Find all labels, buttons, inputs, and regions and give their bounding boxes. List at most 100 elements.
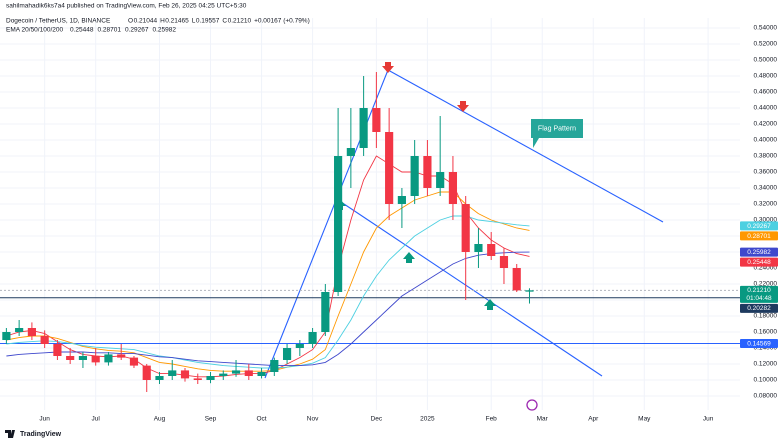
y-tick-label: 0.50000 [754, 57, 778, 64]
price-tag [740, 285, 778, 303]
candle-body [321, 292, 330, 332]
x-tick-label: 2025 [420, 416, 435, 423]
price-tag-label: 0.25982 [747, 249, 771, 256]
x-tick-label: Aug [154, 416, 166, 423]
price-tag-label: 0.28701 [747, 233, 771, 240]
candle-body [104, 354, 113, 363]
candle-body [487, 244, 496, 256]
ema-line [6, 251, 530, 367]
flag-upper-line [387, 69, 664, 223]
y-tick-label: 0.36000 [754, 169, 778, 176]
ema-line [6, 215, 530, 369]
flag-lower-line [337, 199, 603, 377]
down-arrow [382, 62, 394, 73]
x-tick-label: Dec [371, 416, 383, 423]
x-tick-label: Jun [39, 416, 50, 423]
y-tick-label: 0.46000 [754, 89, 778, 96]
price-tag-label: 0.20282 [747, 305, 771, 312]
ohlc-value: 0.19557 [196, 18, 220, 25]
ema-legend-value: 0.28701 [98, 27, 122, 34]
indicator: EMA 20/50/100/200 [6, 27, 63, 34]
publisher: sahilmahadik6ks7a4 published on TradingV… [6, 3, 247, 10]
candle-body [2, 332, 11, 340]
y-tick-label: 0.54000 [754, 25, 778, 32]
x-tick-label: May [638, 416, 651, 423]
y-tick-label: 0.30000 [754, 217, 778, 224]
y-tick-label: 0.44000 [754, 105, 778, 112]
brand: TradingView [20, 431, 62, 438]
price-tag [740, 303, 778, 313]
callout-text: Flag Pattern [538, 125, 576, 132]
y-tick-label: 0.22000 [754, 281, 778, 288]
y-tick-label: 0.52000 [754, 41, 778, 48]
ohlc-key: L [192, 18, 196, 25]
price-tag [740, 257, 778, 267]
price-tag [740, 231, 778, 241]
ohlc-value: 0.21465 [165, 18, 189, 25]
candle-body [512, 268, 521, 291]
candle-body [308, 332, 317, 344]
candle-body [155, 376, 164, 380]
x-tick-label: Oct [256, 416, 266, 423]
candle-body [385, 132, 394, 204]
candle-body [66, 356, 75, 360]
y-tick-label: 0.14000 [754, 345, 778, 352]
ema-legend-value: 0.29267 [125, 27, 149, 34]
grid [0, 18, 740, 410]
candle-body [525, 290, 534, 292]
x-tick-label: Feb [486, 416, 498, 423]
ohlc-key: H [160, 18, 165, 25]
x-tick-label: Jul [92, 416, 101, 423]
candle-body [295, 344, 304, 348]
candle-body [474, 244, 483, 252]
brand-logo [5, 430, 15, 438]
price-tag-label: 0.29267 [747, 223, 771, 230]
x-tick-label: Mar [537, 416, 549, 423]
price-tag-label: 0.14569 [747, 340, 771, 347]
candle-body [372, 108, 381, 132]
callout: Flag Pattern [531, 119, 583, 148]
candle-body [359, 108, 368, 148]
candle-body [142, 365, 151, 380]
down-arrow [457, 101, 469, 112]
candle-body [448, 172, 458, 204]
candle-body [436, 172, 445, 188]
y-tick-label: 0.34000 [754, 185, 778, 192]
x-tick-label: Nov [307, 416, 319, 423]
candle-body [410, 156, 419, 196]
price-tag [740, 338, 778, 348]
candle-body [282, 348, 292, 360]
event-icon [526, 399, 538, 411]
y-tick-label: 0.48000 [754, 73, 778, 80]
ema-legend-value: 0.25982 [153, 27, 177, 34]
callout-box [531, 119, 583, 148]
y-tick-label: 0.32000 [754, 201, 778, 208]
y-tick-label: 0.38000 [754, 153, 778, 160]
candle-body [129, 357, 139, 366]
y-tick-label: 0.10000 [754, 377, 778, 384]
candle-body [423, 156, 432, 188]
candle-body [206, 376, 215, 380]
price-tag-label: 0.25448 [747, 259, 771, 266]
candle-body [461, 204, 470, 252]
candle-body [40, 336, 49, 344]
ohlc-value: 0.21044 [134, 18, 158, 25]
candle-body [180, 370, 190, 379]
symbol: Dogecoin / TetherUS, 1D, BINANCE [6, 18, 111, 25]
candle-body [27, 328, 36, 336]
y-tick-label: 0.40000 [754, 137, 778, 144]
price-tag [740, 221, 778, 231]
y-tick-label: 0.08000 [754, 393, 778, 400]
ohlc-value: 0.21210 [228, 18, 252, 25]
change: +0.00167 (+0.79%) [254, 18, 310, 25]
y-tick-label: 0.16000 [754, 329, 778, 336]
candle-body [117, 354, 126, 358]
ema-legend-value: 0.25448 [70, 27, 94, 34]
candle-body [397, 196, 406, 204]
candle-body [346, 148, 355, 156]
up-arrow [484, 299, 496, 310]
candle-body [219, 373, 228, 376]
y-tick-label: 0.24000 [754, 265, 778, 272]
